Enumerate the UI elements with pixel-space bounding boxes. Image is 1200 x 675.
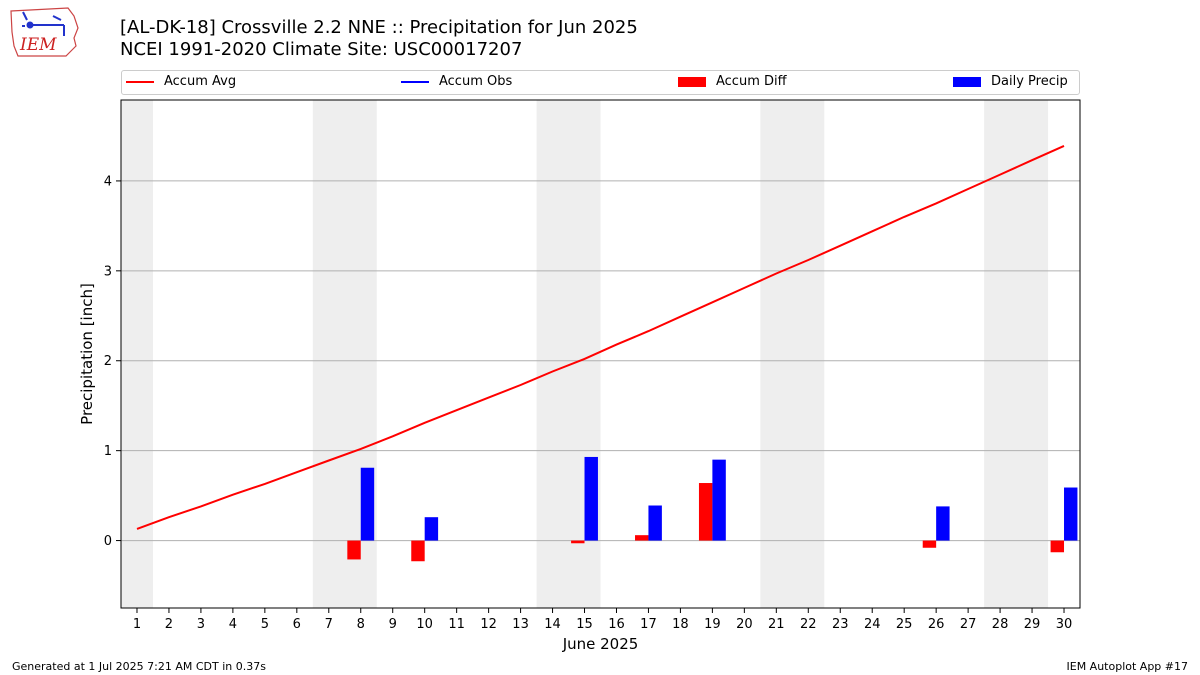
x-tick-label-26: 26 [928, 617, 945, 632]
x-tick-label-15: 15 [576, 617, 593, 632]
x-tick-label-7: 7 [325, 617, 333, 632]
x-tick-label-13: 13 [512, 617, 529, 632]
daily-precip-bar-day-15 [584, 456, 598, 541]
y-tick-label-3: 3 [104, 264, 112, 279]
x-tick-label-12: 12 [480, 617, 497, 632]
diff-bar-day-8 [347, 540, 361, 560]
x-tick-label-20: 20 [736, 617, 753, 632]
x-tick-label-9: 9 [389, 617, 397, 632]
legend-label-accum-avg: Accum Avg [164, 74, 237, 89]
weekend-shade-1 [121, 100, 153, 608]
iem-logo: IEM [10, 7, 79, 57]
daily-precip-bar-day-19 [712, 459, 726, 541]
daily-precip-bar-day-8 [360, 467, 375, 541]
legend-swatch-accum-obs [401, 80, 429, 83]
iowa-outline-icon [10, 7, 79, 57]
x-tick-label-17: 17 [640, 617, 657, 632]
x-tick-label-3: 3 [197, 617, 205, 632]
x-tick-label-21: 21 [768, 617, 785, 632]
legend-swatch-daily-precip [953, 76, 981, 87]
x-tick-label-16: 16 [608, 617, 625, 632]
chart-title: [AL-DK-18] Crossville 2.2 NNE :: Precipi… [120, 17, 638, 38]
legend-swatch-accum-diff [678, 76, 706, 87]
weather-station-icon [22, 11, 65, 36]
legend-item-accum-obs: Accum Obs [401, 74, 512, 89]
diff-bar-day-15 [571, 540, 585, 544]
legend-item-accum-avg: Accum Avg [126, 74, 236, 89]
weekend-shade-4 [760, 100, 825, 608]
daily-precip-bar-day-10 [424, 517, 439, 541]
legend: Accum Avg Accum Obs Accum Diff Daily Pre… [121, 70, 1080, 95]
diff-bar-day-17 [635, 535, 649, 541]
x-tick-label-8: 8 [357, 617, 365, 632]
x-tick-label-29: 29 [1024, 617, 1041, 632]
x-tick-label-5: 5 [261, 617, 269, 632]
legend-swatch-accum-avg [126, 80, 154, 83]
y-tick-label-0: 0 [104, 534, 112, 549]
legend-label-daily-precip: Daily Precip [991, 74, 1068, 89]
x-tick-label-23: 23 [832, 617, 849, 632]
weekend-shade-5 [984, 100, 1049, 608]
y-tick-label-1: 1 [104, 444, 112, 459]
legend-label-accum-obs: Accum Obs [439, 74, 513, 89]
plot-frame [120, 99, 1081, 609]
x-tick-label-25: 25 [896, 617, 913, 632]
daily-precip-bar-day-17 [648, 505, 662, 541]
legend-item-accum-diff: Accum Diff [678, 74, 787, 89]
x-tick-label-22: 22 [800, 617, 817, 632]
x-axis-label: June 2025 [562, 635, 639, 653]
x-tick-label-19: 19 [704, 617, 721, 632]
y-tick-label-4: 4 [104, 174, 112, 189]
x-tick-label-6: 6 [293, 617, 301, 632]
footer-app-label: IEM Autoplot App #17 [1066, 660, 1189, 673]
x-tick-label-28: 28 [992, 617, 1009, 632]
legend-item-daily-precip: Daily Precip [953, 74, 1068, 89]
x-tick-label-4: 4 [229, 617, 237, 632]
x-tick-label-30: 30 [1056, 617, 1073, 632]
diff-bar-day-26 [922, 540, 937, 548]
x-tick-label-14: 14 [544, 617, 561, 632]
daily-precip-bar-day-30 [1064, 487, 1078, 541]
logo-text: IEM [19, 35, 57, 55]
chart-subtitle: NCEI 1991-2020 Climate Site: USC00017207 [120, 39, 523, 60]
diff-bar-day-19 [698, 483, 713, 541]
y-axis-label: Precipitation [inch] [78, 283, 96, 425]
x-tick-label-2: 2 [165, 617, 173, 632]
y-tick-label-2: 2 [104, 354, 112, 369]
x-tick-label-24: 24 [864, 617, 881, 632]
x-tick-label-1: 1 [133, 617, 141, 632]
x-tick-label-27: 27 [960, 617, 977, 632]
x-tick-label-11: 11 [448, 617, 465, 632]
accum-avg-line [136, 144, 1065, 530]
x-tick-label-18: 18 [672, 617, 689, 632]
x-tick-label-10: 10 [416, 617, 433, 632]
diff-bar-day-10 [411, 540, 425, 562]
daily-precip-bar-day-26 [936, 506, 950, 541]
legend-label-accum-diff: Accum Diff [716, 74, 787, 89]
diff-bar-day-30 [1050, 540, 1065, 553]
footer-generated-text: Generated at 1 Jul 2025 7:21 AM CDT in 0… [12, 660, 266, 673]
